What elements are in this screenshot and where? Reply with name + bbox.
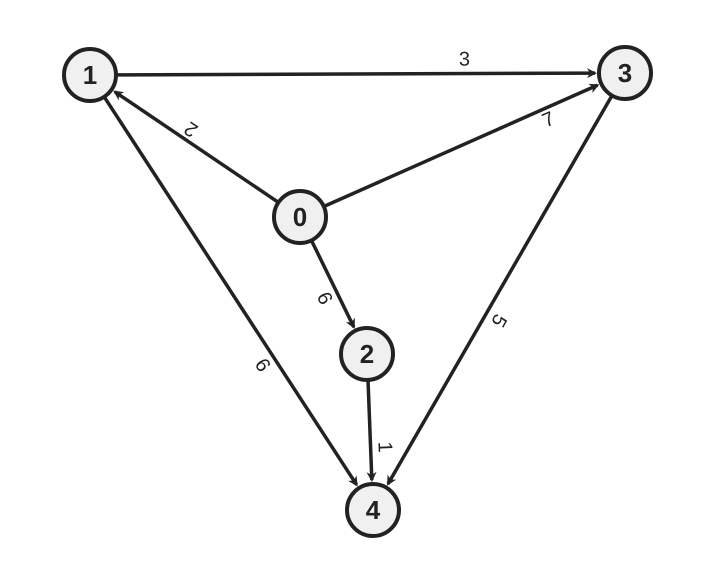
edge-label-3-4: 5 (486, 310, 511, 331)
edge-label-1-3: 3 (459, 49, 470, 71)
node-1: 1 (64, 49, 116, 101)
node-label-4: 4 (366, 495, 381, 525)
edge-1-3 (116, 73, 595, 75)
edge-label-1-4: 6 (250, 355, 275, 376)
edge-0-1 (115, 92, 279, 203)
node-3: 3 (599, 47, 651, 99)
node-4: 4 (347, 484, 399, 536)
edge-label-0-3: 7 (539, 108, 558, 133)
node-label-3: 3 (618, 58, 632, 88)
edge-label-2-4: 1 (373, 441, 395, 453)
edges-layer (104, 73, 612, 485)
edge-3-4 (388, 96, 612, 484)
edge-1-4 (104, 97, 356, 485)
nodes-layer: 0 1 2 3 4 (64, 47, 651, 536)
edge-label-0-2: 6 (312, 289, 337, 309)
node-label-0: 0 (293, 202, 307, 232)
edge-0-2 (311, 240, 353, 327)
node-label-1: 1 (83, 60, 97, 90)
node-2: 2 (341, 328, 393, 380)
edge-label-0-1: 2 (180, 117, 202, 141)
edge-2-4 (368, 380, 372, 480)
edge-0-3 (324, 85, 598, 206)
graph-canvas: 2 6 7 3 6 1 5 0 1 2 3 4 (0, 0, 711, 565)
node-0: 0 (274, 191, 326, 243)
node-label-2: 2 (360, 339, 374, 369)
